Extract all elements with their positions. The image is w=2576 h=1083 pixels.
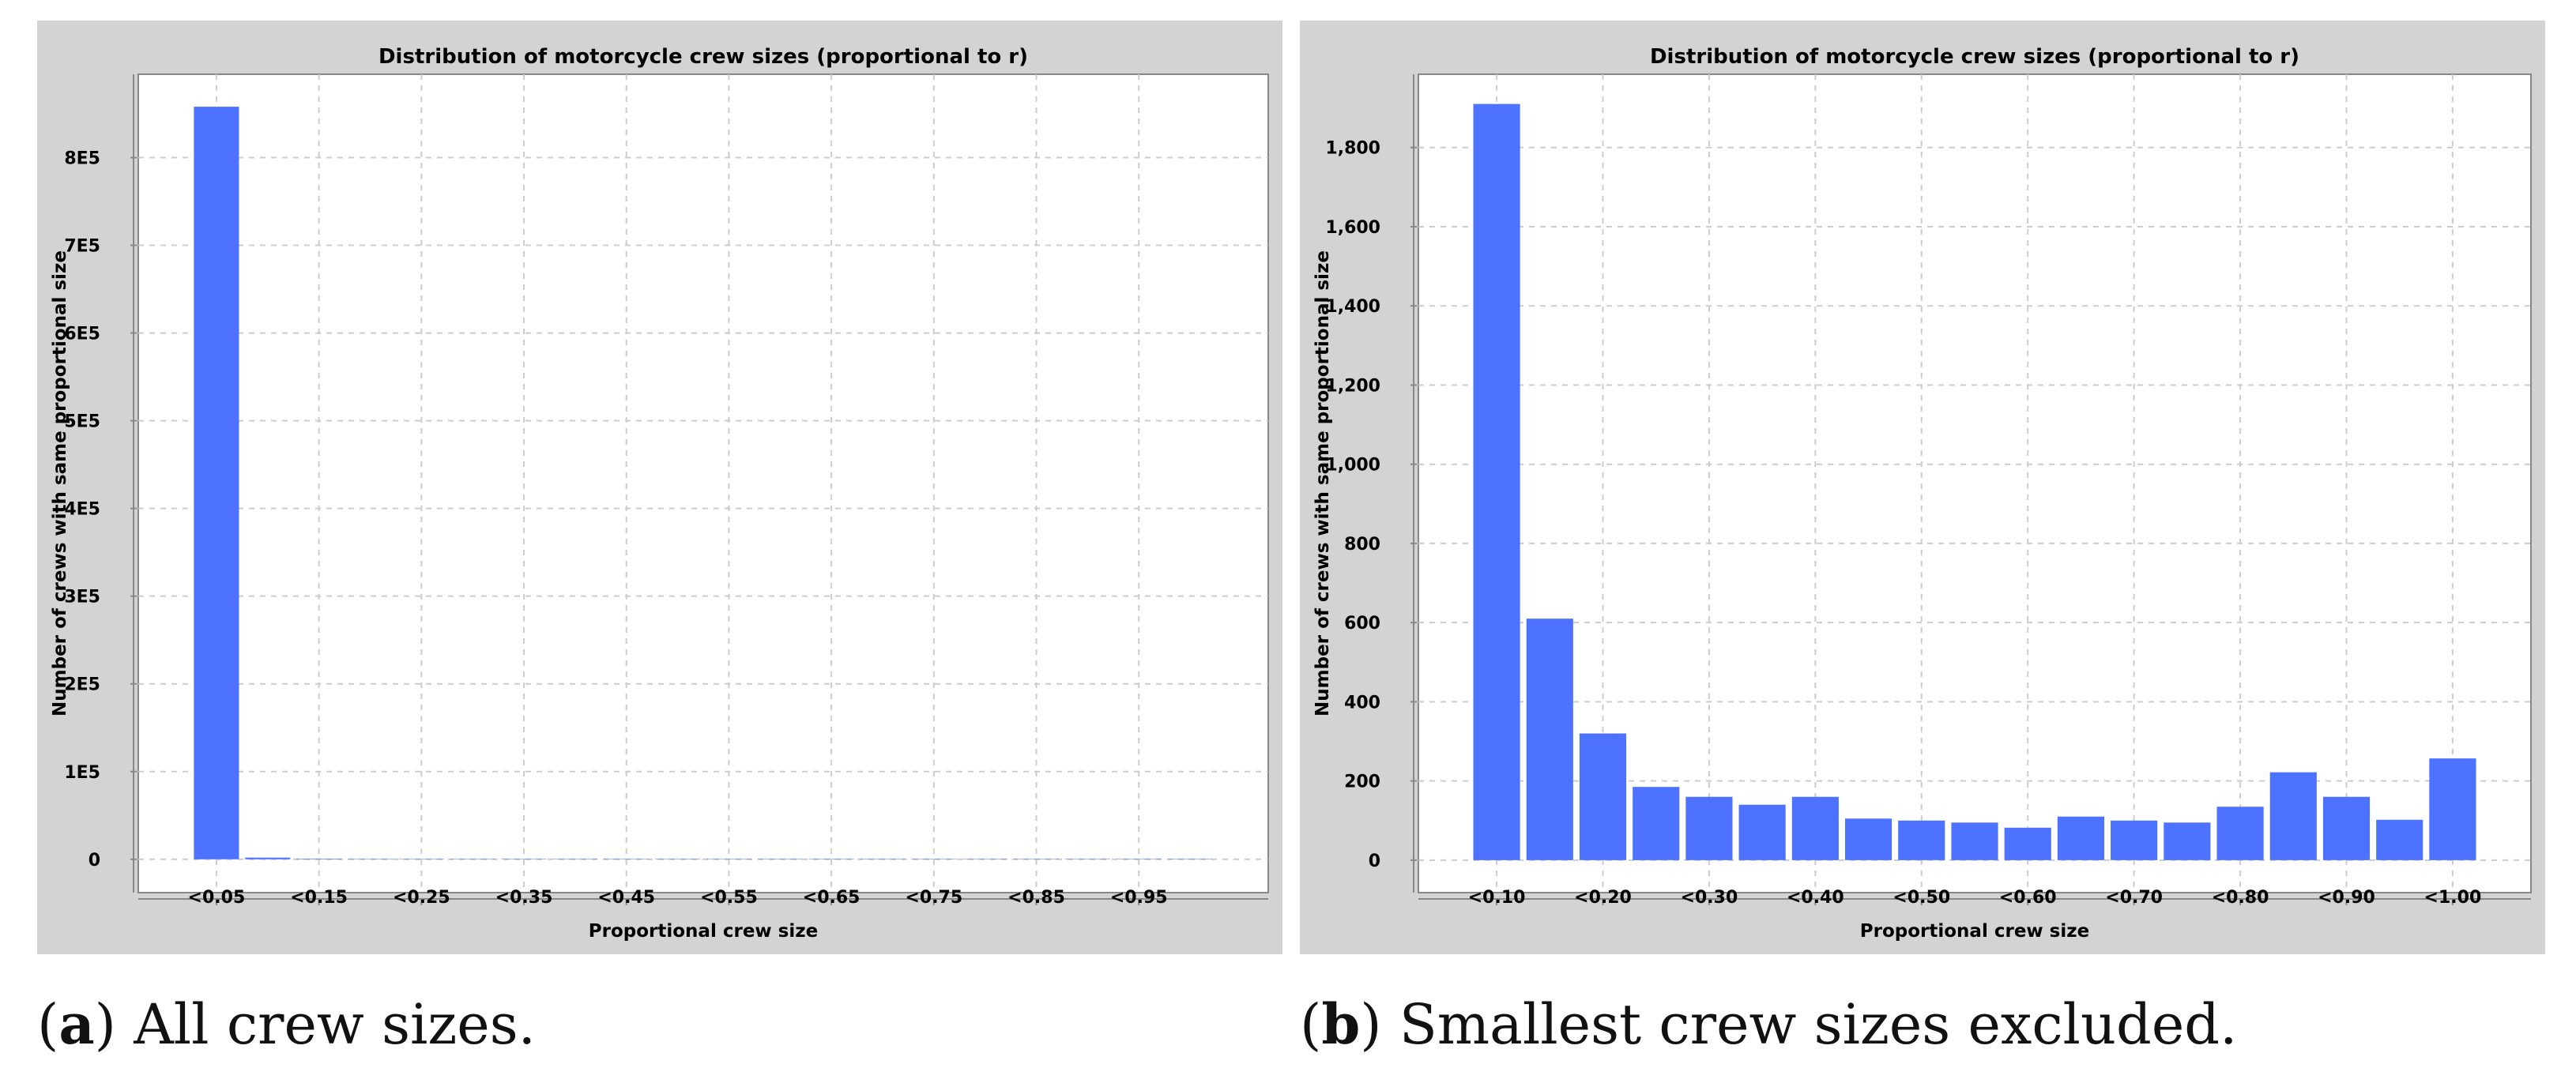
- x-tick-label: <0.80: [2212, 888, 2269, 908]
- x-tick-label: <0.50: [1892, 888, 1950, 908]
- caption-a-letter: a: [58, 991, 95, 1057]
- y-tick-label: 1,200: [1325, 376, 1380, 396]
- x-tick-label: <0.55: [700, 888, 758, 908]
- chart-title: Distribution of motorcycle crew sizes (p…: [1650, 45, 2299, 69]
- x-tick-label: <0.40: [1787, 888, 1844, 908]
- bar-lt0.30: [1685, 796, 1733, 860]
- bar-lt0.75: [2164, 822, 2211, 860]
- y-tick-label: 400: [1344, 693, 1380, 713]
- y-axis-title: Number of crews with same proportional s…: [50, 250, 70, 716]
- y-tick-label: 200: [1344, 773, 1380, 792]
- bar-lt0.50: [1898, 820, 1945, 860]
- caption-b-text: Smallest crew sizes excluded.: [1399, 992, 2238, 1057]
- x-tick-label: <0.05: [188, 888, 246, 908]
- y-tick-label: 7E5: [64, 237, 100, 257]
- bar-lt0.25: [1633, 787, 1680, 860]
- bar-lt0.45: [1844, 818, 1892, 860]
- bar-lt0.60: [2004, 827, 2051, 860]
- bar-lt0.80: [2216, 807, 2264, 860]
- y-tick-label: 0: [1369, 852, 1380, 871]
- bar-lt0.05: [194, 107, 239, 859]
- chart-a: Distribution of motorcycle crew sizes (p…: [50, 45, 1269, 942]
- x-tick-label: <0.85: [1007, 888, 1065, 908]
- x-tick-label: <0.15: [290, 888, 348, 908]
- y-tick-label: 6E5: [64, 325, 100, 344]
- bar-lt0.15: [1526, 619, 1573, 860]
- y-axis-title: Number of crews with same proportional s…: [1312, 250, 1333, 716]
- y-tick-label: 5E5: [64, 412, 100, 432]
- chart-panel-a: Distribution of motorcycle crew sizes (p…: [37, 21, 1282, 954]
- bar-lt0.65: [2057, 816, 2105, 860]
- caption-a-text: All crew sizes.: [134, 992, 536, 1057]
- x-tick-label: <0.65: [803, 888, 861, 908]
- bar-lt0.85: [2269, 772, 2317, 860]
- plot-area: [137, 73, 1269, 893]
- y-tick-label: 1,600: [1325, 218, 1380, 238]
- bar-lt0.35: [1738, 804, 1786, 860]
- x-axis-title: Proportional crew size: [589, 921, 818, 942]
- bar-lt0.20: [1579, 733, 1627, 860]
- bar-lt1.00: [2429, 758, 2476, 860]
- x-tick-label: <0.95: [1110, 888, 1168, 908]
- bar-lt0.40: [1791, 796, 1839, 860]
- y-tick-label: 8E5: [64, 149, 100, 168]
- bar-lt0.10: [245, 857, 291, 859]
- y-tick-label: 1,800: [1325, 139, 1380, 159]
- y-tick-label: 2E5: [64, 675, 100, 695]
- x-tick-label: <0.20: [1574, 888, 1632, 908]
- chart-panel-b: Distribution of motorcycle crew sizes (p…: [1300, 21, 2545, 954]
- x-tick-label: <0.25: [393, 888, 450, 908]
- caption-b: (b) Smallest crew sizes excluded.: [1300, 991, 2238, 1057]
- y-tick-label: 1,000: [1325, 456, 1380, 476]
- bar-lt0.95: [2376, 819, 2423, 860]
- x-tick-label: <0.60: [1999, 888, 2057, 908]
- bar-lt0.90: [2322, 796, 2371, 860]
- y-tick-label: 3E5: [64, 588, 100, 607]
- y-tick-label: 0: [89, 851, 100, 871]
- y-tick-label: 600: [1344, 614, 1380, 634]
- caption-a: (a) All crew sizes.: [37, 991, 536, 1057]
- bar-lt0.55: [1951, 822, 1998, 860]
- y-tick-label: 1E5: [64, 763, 100, 783]
- x-tick-label: <0.10: [1468, 888, 1526, 908]
- chart-b: Distribution of motorcycle crew sizes (p…: [1312, 45, 2532, 942]
- x-tick-label: <0.30: [1681, 888, 1738, 908]
- y-tick-label: 1,400: [1325, 297, 1380, 317]
- x-tick-label: <1.00: [2424, 888, 2482, 908]
- x-tick-label: <0.70: [2105, 888, 2163, 908]
- bar-lt0.70: [2111, 820, 2158, 860]
- chart-title: Distribution of motorcycle crew sizes (p…: [378, 45, 1028, 69]
- x-tick-label: <0.75: [905, 888, 962, 908]
- y-tick-label: 4E5: [64, 500, 100, 520]
- x-axis-title: Proportional crew size: [1860, 921, 2089, 942]
- x-tick-label: <0.90: [2318, 888, 2375, 908]
- bar-lt0.10: [1473, 103, 1520, 860]
- caption-b-letter: b: [1321, 991, 1361, 1057]
- x-tick-label: <0.35: [495, 888, 553, 908]
- y-tick-label: 800: [1344, 535, 1380, 555]
- x-tick-label: <0.45: [597, 888, 655, 908]
